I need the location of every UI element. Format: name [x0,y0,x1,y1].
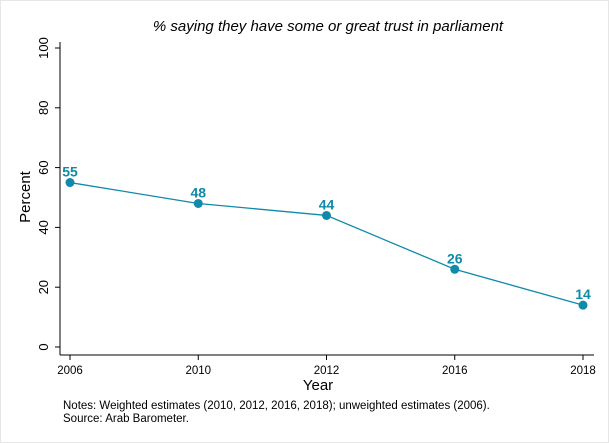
data-point-2006 [65,178,75,188]
data-point-2012 [322,210,331,220]
x-axis-title: Year [303,377,333,394]
x-tick-label: 2006 [57,365,83,377]
chart-title: % saying they have some or great trust i… [153,18,504,35]
data-label-2018: 14 [575,286,591,302]
y-tick-label: 80 [36,101,51,115]
notes-text: Notes: Weighted estimates (2010, 2012, 2… [63,400,490,412]
data-point-2016 [450,264,460,274]
x-tick-label: 2018 [570,365,596,377]
source-text: Source: Arab Barometer. [63,413,189,425]
data-label-2016: 26 [447,250,463,266]
data-label-2006: 55 [62,164,78,180]
y-axis-title: Percent [17,170,34,223]
x-tick-label: 2012 [314,365,340,377]
data-point-2018 [578,300,588,310]
y-tick-label: 20 [36,280,51,294]
series-trust-in-parliament: 55 48 44 26 14 [62,164,591,310]
x-tick-label: 2016 [442,365,468,377]
y-tick-label: 60 [36,160,51,174]
x-axis: 2006 2010 2012 2016 2018 [57,354,596,377]
y-tick-label: 100 [36,37,51,59]
y-axis: 0 20 40 60 80 100 [36,37,61,355]
x-tick-label: 2010 [185,365,211,377]
data-label-2010: 48 [190,184,206,200]
y-tick-label: 0 [36,343,51,350]
data-label-2012: 44 [319,196,335,212]
y-tick-label: 40 [36,220,51,234]
data-point-2010 [193,198,203,208]
